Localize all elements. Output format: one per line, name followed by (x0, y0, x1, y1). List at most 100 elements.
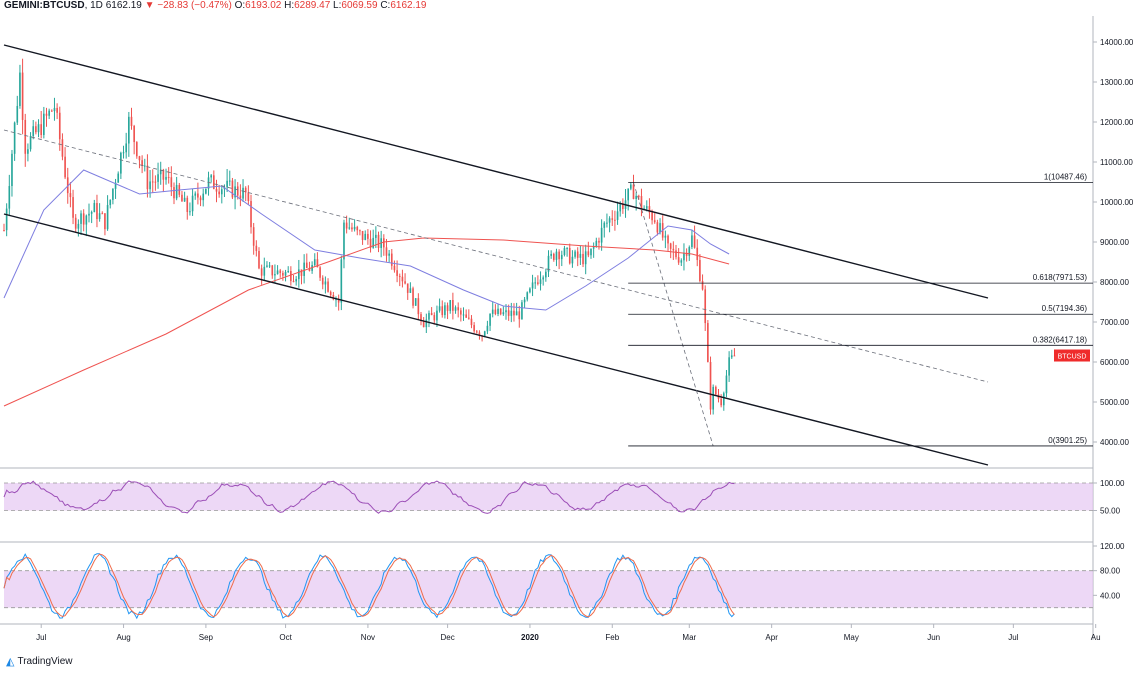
time-axis-label: Apr (765, 633, 778, 642)
candle-body (321, 277, 324, 285)
candle-body (715, 386, 717, 395)
candle-body (494, 309, 497, 314)
candle-body (258, 251, 260, 269)
candle-body (337, 299, 340, 303)
candle-body (37, 124, 40, 133)
candle-body (345, 222, 348, 229)
oscillator-axis-label: 40.00 (1100, 591, 1121, 600)
candle-body (619, 204, 622, 212)
candle-body (680, 260, 683, 263)
candle-body (728, 357, 730, 376)
candle-body (72, 197, 74, 218)
time-axis-label: Feb (605, 633, 619, 642)
time-axis-label: May (844, 633, 859, 642)
candle-body (303, 262, 305, 276)
price-tag-background (1054, 349, 1090, 362)
candle-body (603, 222, 606, 228)
candle-body (513, 310, 515, 316)
candle-body (242, 187, 244, 199)
candle-body (441, 306, 444, 316)
candle-body (64, 156, 66, 178)
candle-body (247, 192, 250, 202)
candle-body (290, 271, 292, 282)
candle-body (234, 186, 236, 198)
candle-body (390, 253, 393, 266)
rsi-line (3, 480, 735, 514)
candle-body (146, 165, 149, 190)
candle-body (308, 267, 311, 271)
candle-body (534, 282, 537, 284)
candle-body (460, 310, 462, 315)
candle-body (422, 321, 425, 328)
candle-body (709, 361, 712, 410)
candle-body (566, 247, 568, 249)
candle-body (725, 375, 728, 394)
candle-body (693, 235, 696, 248)
candle-body (425, 319, 428, 328)
candle-body (539, 279, 542, 284)
candle-body (32, 126, 35, 137)
candle-body (165, 176, 167, 180)
channel-midline (3, 129, 989, 383)
candle-body (545, 271, 547, 278)
candle-body (183, 197, 186, 202)
candle-body (11, 153, 13, 187)
price-axis-label: 9000.00 (1100, 238, 1129, 247)
candle-body (701, 280, 704, 290)
candle-body (191, 195, 194, 212)
interval[interactable]: 1D (90, 0, 103, 11)
fib-trend-line (633, 182, 714, 447)
candle-body (712, 386, 715, 410)
candle-body (497, 308, 499, 314)
stoch-d-line (3, 553, 735, 618)
candle-body (181, 194, 183, 202)
candle-body (627, 188, 630, 201)
candle-body (637, 195, 640, 197)
candle-body (667, 235, 669, 244)
price-axis-label: 7000.00 (1100, 318, 1129, 327)
candle-body (505, 310, 507, 313)
oscillator-band (4, 483, 1093, 511)
tradingview-logo-icon[interactable]: ◭ (6, 656, 15, 668)
price-axis-label: 4000.00 (1100, 438, 1129, 447)
candle-body (292, 281, 295, 283)
candle-body (268, 265, 271, 267)
candle-body (266, 265, 268, 267)
candle-body (151, 181, 154, 183)
candle-body (106, 205, 109, 230)
candle-body (109, 199, 112, 206)
candle-body (340, 259, 343, 303)
candle-body (531, 282, 534, 289)
candle-body (595, 240, 598, 247)
candle-body (608, 218, 611, 223)
candle-body (491, 309, 494, 314)
candle-body (401, 276, 404, 282)
candle-body (335, 299, 337, 301)
candle-body (600, 227, 603, 243)
candle-body (454, 307, 457, 311)
candle-body (489, 313, 491, 326)
candle-body (329, 291, 332, 296)
time-axis-label: Aug (116, 633, 130, 642)
candle-body (675, 250, 677, 258)
candle-body (377, 234, 380, 248)
candle-body (90, 212, 93, 214)
candle-body (69, 193, 72, 198)
candle-body (640, 196, 643, 210)
candle-body (74, 217, 77, 229)
candle-body (393, 265, 396, 271)
candle-body (499, 308, 502, 315)
candle-body (135, 142, 138, 157)
price-axis-label: 5000.00 (1100, 398, 1129, 407)
candle-body (475, 331, 478, 333)
candle-body (550, 253, 552, 256)
candle-body (319, 267, 321, 278)
candle-body (77, 223, 80, 229)
candle-body (274, 274, 276, 276)
candle-body (104, 213, 106, 230)
symbol-name[interactable]: GEMINI:BTCUSD (4, 0, 85, 11)
candle-body (138, 156, 141, 161)
candle-body (526, 292, 529, 300)
candle-body (677, 257, 680, 263)
